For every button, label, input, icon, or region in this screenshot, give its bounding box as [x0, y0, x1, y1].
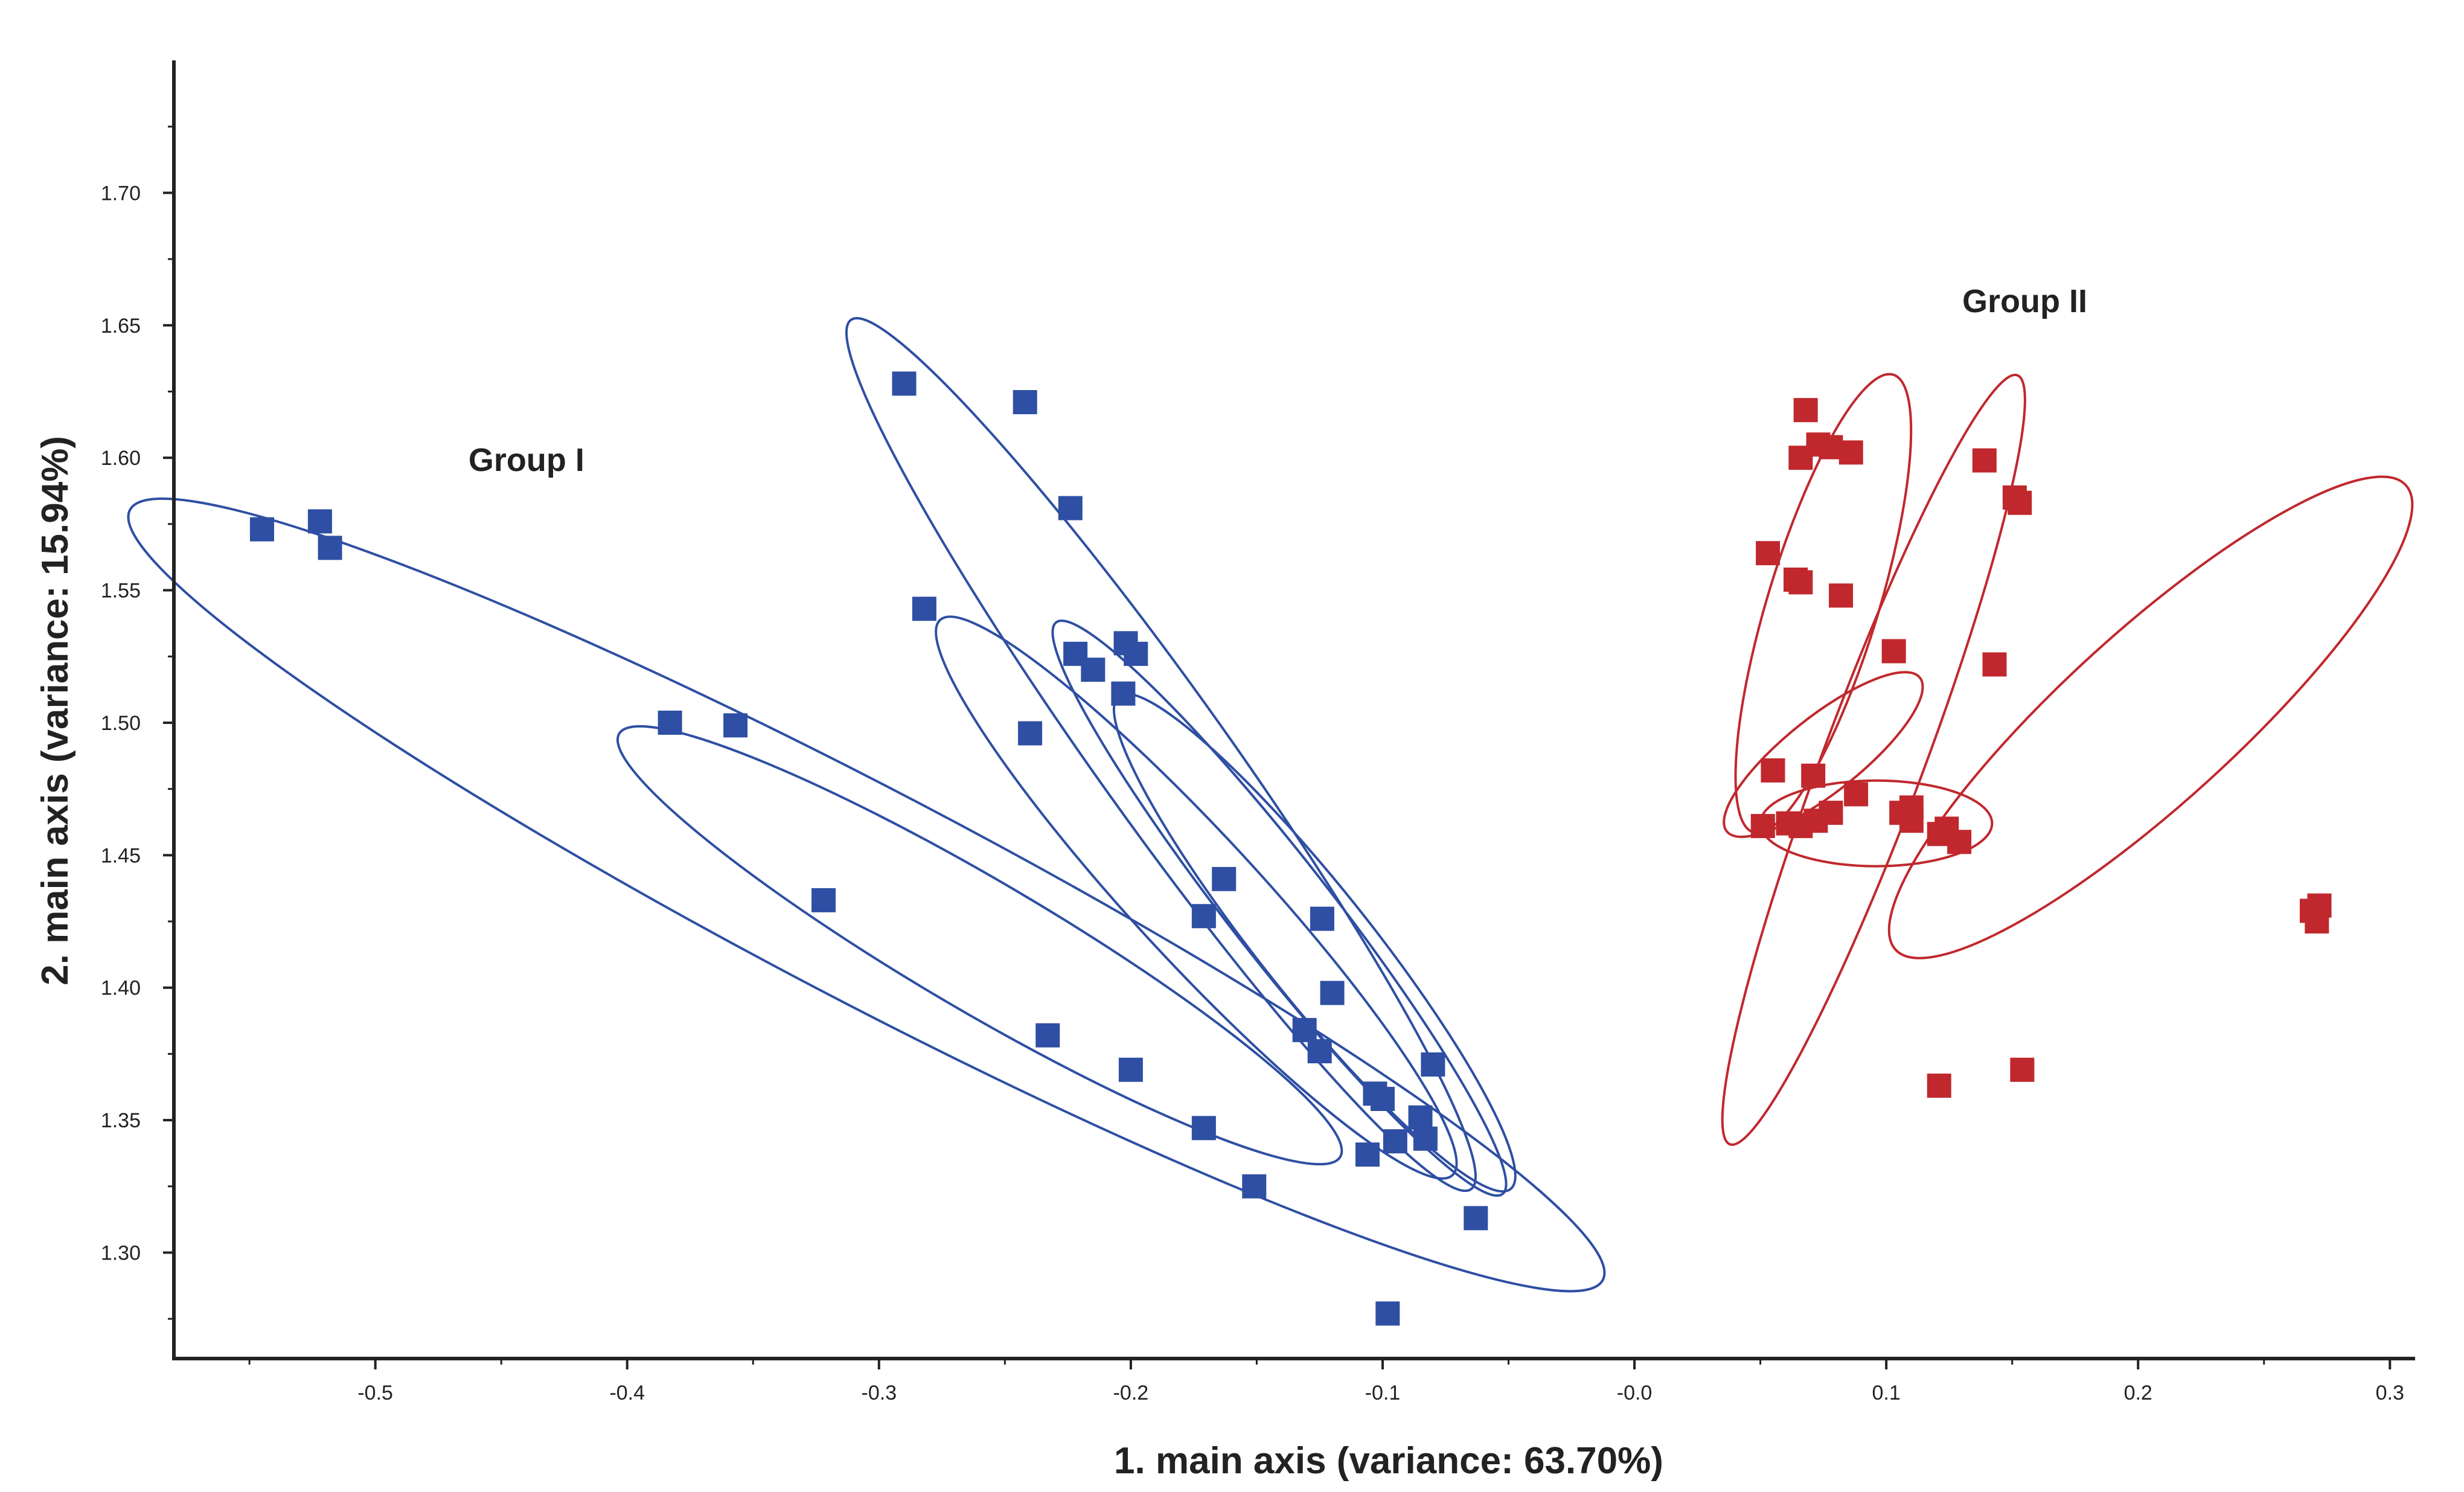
- data-point: [1947, 830, 1972, 854]
- y-tick-label: 1.60: [101, 447, 141, 470]
- y-axis-title: 2. main axis (variance: 15.94%): [34, 436, 76, 985]
- confidence-ellipse: [616, 725, 1343, 1166]
- data-point: [1370, 1087, 1395, 1111]
- data-point: [1982, 652, 2007, 677]
- y-tick-label: 1.40: [101, 977, 141, 1000]
- x-axis-title: 1. main axis (variance: 63.70%): [1114, 1440, 1663, 1482]
- data-point: [1191, 904, 1216, 929]
- data-point: [1118, 1057, 1143, 1082]
- x-tick-label: -0.0: [1617, 1382, 1653, 1404]
- data-point: [1421, 1052, 1445, 1077]
- data-point: [811, 888, 836, 912]
- y-tick-label: 1.65: [101, 315, 141, 338]
- data-point: [2010, 1057, 2035, 1082]
- data-point: [892, 371, 917, 396]
- data-point: [2008, 490, 2032, 515]
- data-point: [1761, 758, 1785, 783]
- x-tick-label: -0.2: [1113, 1382, 1149, 1404]
- series-group-ii: [1721, 373, 2414, 1146]
- confidence-ellipse: [127, 497, 1606, 1293]
- series-group-i: [127, 316, 1606, 1326]
- x-tick-label: -0.4: [609, 1382, 645, 1404]
- data-point: [1793, 398, 1818, 423]
- x-tick-label: -0.3: [862, 1382, 897, 1404]
- data-point: [1972, 448, 1997, 473]
- data-point: [1756, 541, 1781, 566]
- confidence-ellipse: [1051, 620, 1508, 1197]
- data-point: [1013, 390, 1037, 415]
- data-point: [1058, 496, 1083, 520]
- data-point: [1819, 801, 1843, 825]
- data-point: [1035, 1023, 1060, 1048]
- data-point: [249, 517, 274, 542]
- data-point: [1292, 1017, 1317, 1042]
- confidence-ellipse: [935, 615, 1458, 1180]
- group-labels: Group I Group II: [469, 283, 2087, 478]
- y-tick-label: 1.70: [101, 182, 141, 205]
- data-point: [1310, 906, 1334, 931]
- x-axis-ticks: -0.5 -0.4 -0.3 -0.2 -0.1 -0.0 0.1 0.2 0.3: [248, 1359, 2404, 1404]
- data-point: [1124, 641, 1148, 666]
- confidence-ellipse: [1721, 373, 2026, 1146]
- axes: -0.5 -0.4 -0.3 -0.2 -0.1 -0.0 0.1 0.2 0.3 1.301.…: [34, 60, 2415, 1482]
- data-point: [1819, 435, 1843, 459]
- data-point: [1408, 1105, 1433, 1130]
- data-point: [1413, 1126, 1438, 1151]
- data-point: [1464, 1206, 1488, 1231]
- data-point: [1838, 440, 1863, 465]
- data-point: [1320, 981, 1345, 1005]
- y-tick-label: 1.35: [101, 1109, 141, 1132]
- plot-area: [127, 316, 2414, 1326]
- data-point: [307, 509, 332, 534]
- data-point: [1375, 1301, 1400, 1326]
- confidence-ellipse: [1887, 475, 2414, 959]
- data-point: [1927, 1074, 1951, 1098]
- x-tick-label: 0.1: [1872, 1382, 1901, 1404]
- y-tick-label: 1.45: [101, 844, 141, 867]
- data-point: [1801, 763, 1826, 788]
- data-point: [658, 710, 682, 735]
- confidence-ellipse: [845, 316, 1477, 1193]
- data-point: [1844, 782, 1869, 807]
- x-tick-label: -0.5: [357, 1382, 393, 1404]
- y-axis-ticks: 1.30 1.35 1.40 1.45 1.50 1.55 1.60 1.65 1.70: [101, 126, 174, 1320]
- data-point: [1212, 866, 1237, 891]
- data-point: [1355, 1142, 1380, 1167]
- data-point: [1081, 658, 1106, 682]
- data-point: [1881, 639, 1906, 664]
- data-point: [1191, 1116, 1216, 1141]
- data-point: [1383, 1129, 1407, 1154]
- data-point: [2305, 909, 2329, 934]
- data-point: [1899, 808, 1924, 833]
- x-tick-label: 0.3: [2376, 1382, 2404, 1404]
- data-point: [1788, 570, 1813, 595]
- data-point: [1307, 1039, 1332, 1064]
- confidence-ellipse: [1112, 693, 1517, 1193]
- data-point: [912, 597, 936, 621]
- group-i-label: Group I: [469, 442, 584, 478]
- y-tick-label: 1.50: [101, 712, 141, 735]
- data-point: [318, 536, 342, 560]
- data-point: [723, 713, 748, 738]
- data-point: [1111, 681, 1136, 706]
- y-tick-label: 1.30: [101, 1241, 141, 1264]
- data-point: [1750, 814, 1775, 839]
- data-point: [1018, 721, 1043, 746]
- group-ii-label: Group II: [1962, 283, 2087, 319]
- data-point: [1242, 1174, 1267, 1199]
- x-tick-label: 0.2: [2124, 1382, 2152, 1404]
- data-point: [1829, 583, 1854, 608]
- y-tick-label: 1.55: [101, 580, 141, 603]
- x-tick-label: -0.1: [1365, 1382, 1401, 1404]
